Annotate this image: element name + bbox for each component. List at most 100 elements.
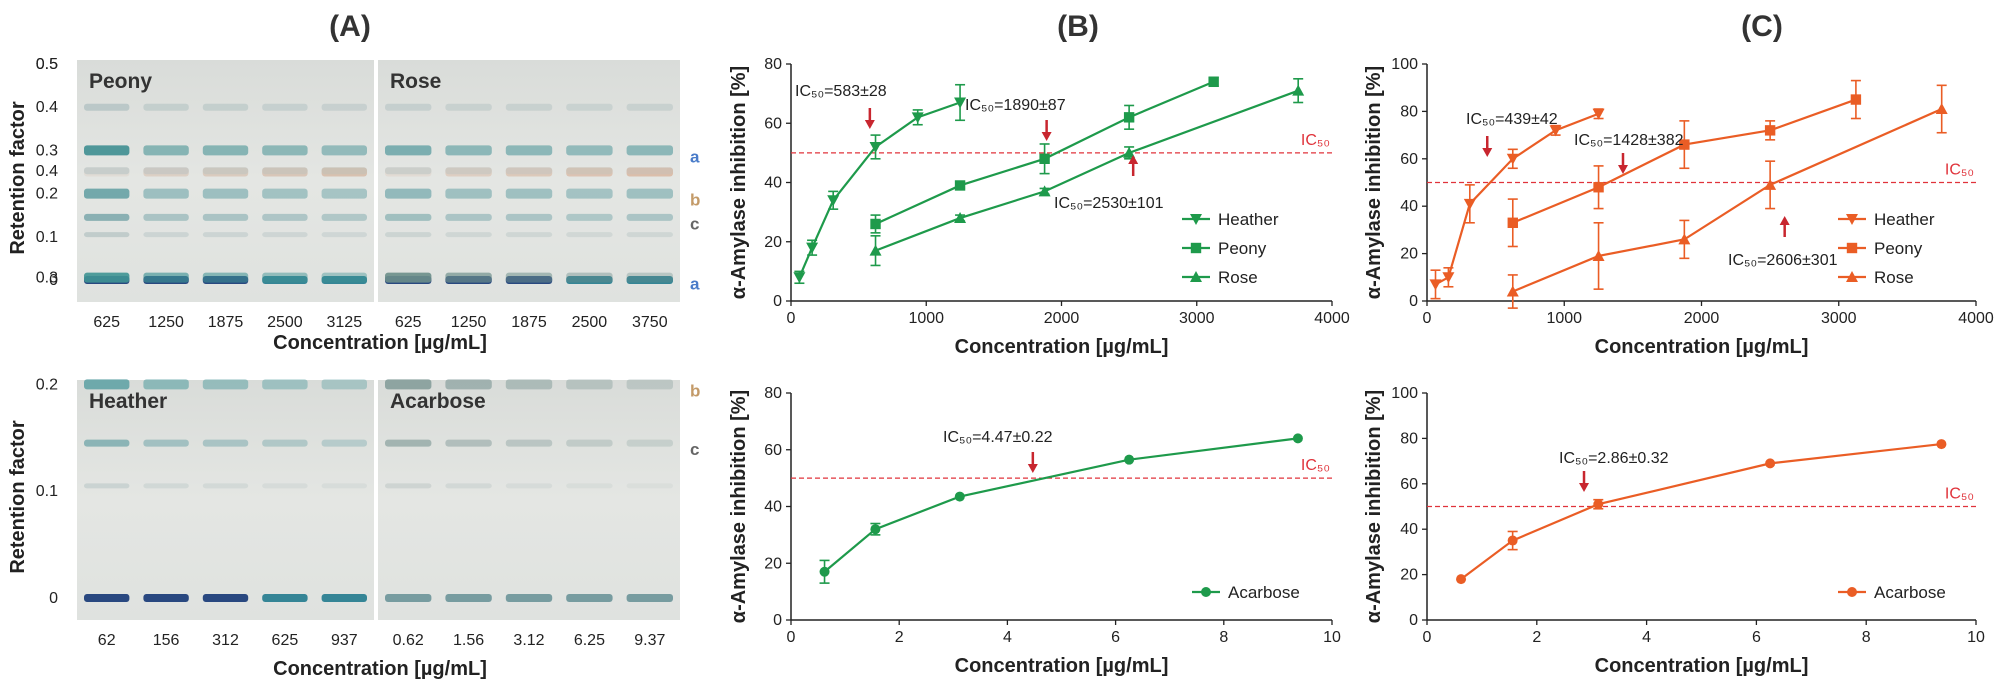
tlc-band [321,483,367,489]
tlc-band [262,232,308,238]
tlc-band-a [202,272,249,283]
y-axis-title: α-Amylase inhibition [%] [728,66,750,299]
ic50-arrow-head [1579,483,1590,492]
tlc-band-a [626,145,673,156]
data-point [1679,139,1690,150]
data-point [1846,271,1858,282]
tlc-band-b [445,188,492,199]
band-letter-label: c [690,440,699,459]
y-tick-label: 100 [1391,385,1418,402]
tlc-plate [378,60,680,302]
x-axis-title: Concentration [µg/mL] [955,336,1169,358]
tlc-plate [77,380,374,620]
y-axis-title: α-Amylase inhibition [%] [728,390,750,623]
lane-concentration-label: 6.25 [574,632,605,649]
x-axis-title: Concentration [µg/mL] [1595,336,1809,358]
tlc-band-c [262,439,308,447]
tlc-band [626,483,673,489]
data-point [869,244,882,256]
tlc-band-b [202,379,249,390]
tlc-band [445,167,492,175]
tlc-band-c [626,213,673,221]
tlc-origin-band [321,594,367,602]
ic50-arrow-head [864,120,875,129]
data-point [1846,214,1858,225]
tlc-band-b [262,379,308,390]
tlc-band [262,483,308,489]
y-tick-label: 0 [773,612,782,629]
plate-y-axis-title: Retention factor [7,420,29,574]
x-tick-label: 4000 [1958,310,1994,327]
tlc-band-a [262,272,308,283]
data-point [1463,198,1476,210]
tlc-band-c [445,213,492,221]
lane-concentration-label: 3750 [632,314,668,331]
x-tick-label: 0 [787,310,796,327]
data-point [869,141,882,153]
plate-y-tick-label: 0 [49,272,58,289]
plate-x-axis-title: Concentration [µg/mL] [273,658,487,680]
ic50-annotation-label: IC₅₀=1428±382 [1574,132,1684,149]
data-point [1190,214,1202,225]
data-point [1292,84,1305,96]
y-axis-title: α-Amylase inhibition [%] [1363,390,1385,623]
tlc-band-c [385,439,432,447]
y-tick-label: 40 [1400,521,1418,538]
band-letter-label: a [690,147,700,166]
tlc-band-c [84,439,130,447]
data-point [1292,433,1303,444]
data-point [819,566,830,577]
ic50-arrow-head [1779,216,1790,225]
tlc-band-b [143,379,189,390]
tlc-band-a [84,272,130,283]
tlc-band-c [385,213,432,221]
tlc-band [262,167,308,175]
tlc-band-c [321,439,367,447]
data-point [1850,94,1862,105]
tlc-band-b [143,188,189,199]
tlc-band-a [143,272,189,283]
plate-y-tick-label: 0 [49,590,58,607]
data-point [954,212,967,224]
tlc-band [84,483,130,489]
tlc-band-a [445,145,492,156]
data-point [1038,185,1051,197]
lane-concentration-label: 3.12 [513,632,544,649]
tlc-band [626,103,673,111]
tlc-band-a [262,145,308,156]
plate-y-tick-label: 0.3 [36,270,58,287]
lane-concentration-label: 625 [272,632,299,649]
plate-y-tick-label: 0.1 [36,229,58,246]
legend-label: Heather [1874,210,1935,229]
x-tick-label: 8 [1219,629,1228,646]
plate-name-label: Acarbose [390,390,486,413]
tlc-origin-band [262,276,308,284]
data-point [1764,178,1777,190]
data-point [1201,587,1211,597]
y-tick-label: 40 [764,175,782,192]
data-point [1764,125,1776,136]
tlc-plate [378,380,680,620]
tlc-band [385,103,432,111]
tlc-band [321,103,367,111]
data-point [870,218,881,230]
plate-y-tick-label: 0.5 [36,56,58,73]
tlc-band [385,232,432,238]
y-tick-label: 0 [1409,612,1418,629]
tlc-band-b [84,188,130,199]
tlc-band-c [84,213,130,221]
tlc-band-orange [445,167,492,177]
data-point [1190,271,1202,282]
x-tick-label: 0 [1423,629,1432,646]
legend-label: Acarbose [1228,583,1300,602]
tlc-band-a [566,145,613,156]
tlc-band-b [445,379,492,390]
tlc-band [566,483,613,489]
ic50-reference-label: IC₅₀ [1945,162,1974,179]
tlc-band-orange [566,167,613,177]
legend-label: Rose [1874,268,1914,287]
tlc-origin-band [566,276,613,284]
lane-concentration-label: 1.56 [453,632,484,649]
series-line-heather [798,101,961,278]
